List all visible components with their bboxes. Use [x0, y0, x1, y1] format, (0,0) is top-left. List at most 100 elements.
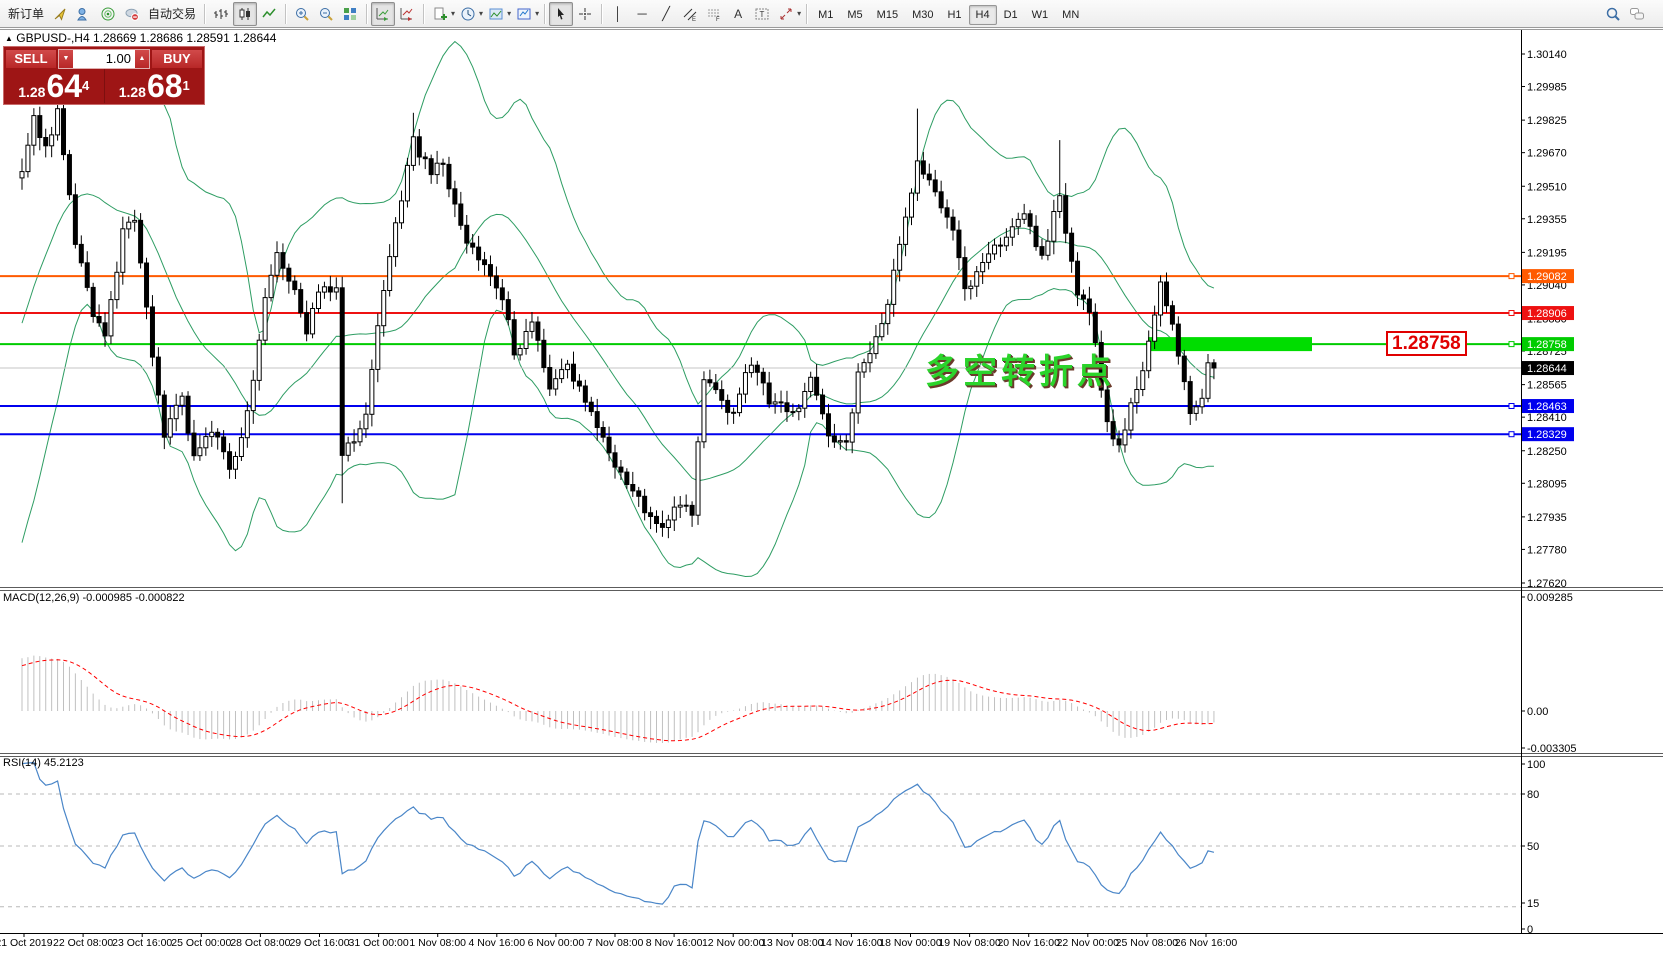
indicators-icon[interactable] — [484, 2, 508, 26]
sell-button[interactable]: SELL — [6, 50, 56, 68]
timeframe-button-MN[interactable]: MN — [1062, 8, 1080, 21]
time-tick-label: 4 Nov 16:00 — [468, 937, 525, 949]
price-tick-label: 1.29195 — [1527, 247, 1567, 259]
volume-increase-button[interactable]: ▲ — [135, 50, 149, 68]
volume-input[interactable]: 1.00 — [73, 50, 135, 68]
timeframe-button-M30[interactable]: M30 — [912, 8, 934, 21]
price-tick-label: 1.27780 — [1527, 544, 1567, 556]
tile-windows-icon[interactable] — [338, 2, 362, 26]
timeframe-button-M1[interactable]: M1 — [818, 8, 834, 21]
price-tick-label: 1.29670 — [1527, 148, 1567, 160]
separator — [204, 3, 206, 24]
time-tick-label: 21 Oct 2019 — [0, 937, 53, 949]
separator — [806, 3, 808, 24]
time-tick-label: 18 Nov 00:00 — [879, 937, 942, 949]
horizontal-line-tool-icon[interactable]: ─ — [637, 6, 647, 21]
new-order-button[interactable]: 新订单 — [8, 7, 45, 21]
one-click-trading-panel: SELL ▼ 1.00 ▲ BUY 1.28 64 4 1.28 68 1 — [3, 46, 205, 105]
timeframe-button-H4[interactable]: H4 — [968, 4, 997, 25]
channel-tool-icon[interactable]: E — [678, 2, 702, 26]
chevron-down-icon[interactable]: ▾ — [479, 9, 484, 18]
auto-trading-icon[interactable] — [120, 2, 144, 26]
buy-price-main: 68 — [146, 68, 183, 104]
buy-price[interactable]: 1.28 68 1 — [105, 69, 205, 103]
search-icon[interactable] — [1601, 2, 1625, 26]
buy-button[interactable]: BUY — [152, 50, 202, 68]
timeframe-button-W1[interactable]: W1 — [1031, 8, 1049, 21]
time-tick-label: 31 Oct 00:00 — [349, 937, 409, 949]
timeframe-button-M5[interactable]: M5 — [847, 8, 863, 21]
vertical-line-tool-icon[interactable]: │ — [614, 6, 623, 21]
chevron-down-icon[interactable]: ▾ — [451, 9, 456, 18]
cursor-tool-icon[interactable] — [549, 1, 574, 26]
price-tick-label: 1.30140 — [1527, 49, 1567, 61]
macd-pane — [21, 655, 1215, 743]
signal-icon[interactable] — [96, 2, 120, 26]
arrow-tool-icon[interactable] — [48, 2, 72, 26]
macd-indicator-label: MACD(12,26,9) -0.000985 -0.000822 — [3, 592, 185, 604]
arrows-tool-icon[interactable] — [774, 2, 798, 26]
bollinger-middle — [21, 193, 1215, 482]
trendline-tool-icon[interactable]: ╱ — [662, 5, 670, 21]
time-tick-label: 29 Oct 16:00 — [289, 937, 349, 949]
chart-title: ▲ GBPUSD-,H4 1.28669 1.28686 1.28591 1.2… — [5, 31, 276, 45]
time-tick-label: 13 Nov 08:00 — [761, 937, 824, 949]
chevron-down-icon[interactable]: ▾ — [797, 9, 802, 18]
time-tick-label: 28 Oct 08:00 — [230, 937, 290, 949]
volume-decrease-button[interactable]: ▼ — [59, 50, 73, 68]
sell-price[interactable]: 1.28 64 4 — [4, 69, 105, 103]
timeframe-group: M1 M5 M15 M30 H1 H4 D1 W1 MN — [811, 4, 1086, 25]
zoom-out-icon[interactable] — [314, 2, 338, 26]
separator — [601, 3, 603, 24]
macd-tick-label: -0.003305 — [1527, 743, 1577, 755]
chevron-down-icon[interactable]: ▾ — [507, 9, 512, 18]
zoom-in-icon[interactable] — [290, 2, 314, 26]
time-tick-label: 14 Nov 16:00 — [820, 937, 883, 949]
toolbar-right-group — [1601, 2, 1659, 26]
timeframe-button-D1[interactable]: D1 — [1003, 8, 1018, 21]
price-tag-label[interactable]: 1.28758 — [1386, 331, 1467, 356]
text-label-tool-icon[interactable]: T — [750, 2, 774, 26]
candlestick-mode-icon[interactable] — [233, 1, 258, 26]
new-chart-icon[interactable] — [428, 2, 452, 26]
line-chart-mode-icon[interactable] — [257, 2, 281, 26]
separator — [366, 3, 368, 24]
rsi-tick-label: 50 — [1527, 841, 1539, 853]
crosshair-tool-icon[interactable] — [573, 2, 597, 26]
fibonacci-tool-icon[interactable]: F — [702, 2, 726, 26]
chat-icon[interactable] — [1625, 2, 1649, 26]
accounts-icon[interactable] — [72, 2, 96, 26]
time-tick-label: 6 Nov 00:00 — [528, 937, 585, 949]
time-tick-label: 12 Nov 00:00 — [702, 937, 765, 949]
chart-shift-icon[interactable] — [395, 2, 419, 26]
price-tick-label: 1.29825 — [1527, 115, 1567, 127]
axis-price-label: 1.28644 — [1527, 363, 1567, 375]
separator — [544, 3, 546, 24]
auto-scroll-icon[interactable] — [371, 1, 396, 26]
candles — [19, 99, 1217, 539]
ohlc-values: 1.28669 1.28686 1.28591 1.28644 — [92, 31, 277, 45]
bar-chart-mode-icon[interactable] — [209, 2, 233, 26]
rsi-pane — [0, 761, 1521, 908]
period-icon[interactable] — [456, 2, 480, 26]
axis-price-label: 1.28906 — [1527, 308, 1567, 320]
collapse-trade-panel-icon[interactable]: ▲ — [5, 34, 13, 43]
axis-price-label: 1.29082 — [1527, 271, 1567, 283]
price-tick-label: 1.28250 — [1527, 446, 1567, 458]
time-tick-label: 25 Nov 08:00 — [1116, 937, 1179, 949]
price-tick-label: 1.28410 — [1527, 412, 1567, 424]
text-tool-icon[interactable]: A — [734, 6, 743, 21]
hline-handle — [1508, 273, 1515, 280]
chevron-down-icon[interactable]: ▾ — [535, 9, 540, 18]
templates-icon[interactable] — [512, 2, 536, 26]
separator — [285, 3, 287, 24]
price-tick-label: 1.28095 — [1527, 478, 1567, 490]
svg-text:T: T — [760, 10, 765, 19]
auto-trading-button[interactable]: 自动交易 — [148, 7, 197, 21]
macd-values: -0.000985 -0.000822 — [82, 592, 185, 604]
timeframe-button-M15[interactable]: M15 — [876, 8, 899, 21]
time-tick-label: 20 Nov 16:00 — [997, 937, 1060, 949]
timeframe-button-H1[interactable]: H1 — [947, 8, 962, 21]
svg-text:E: E — [692, 17, 696, 22]
